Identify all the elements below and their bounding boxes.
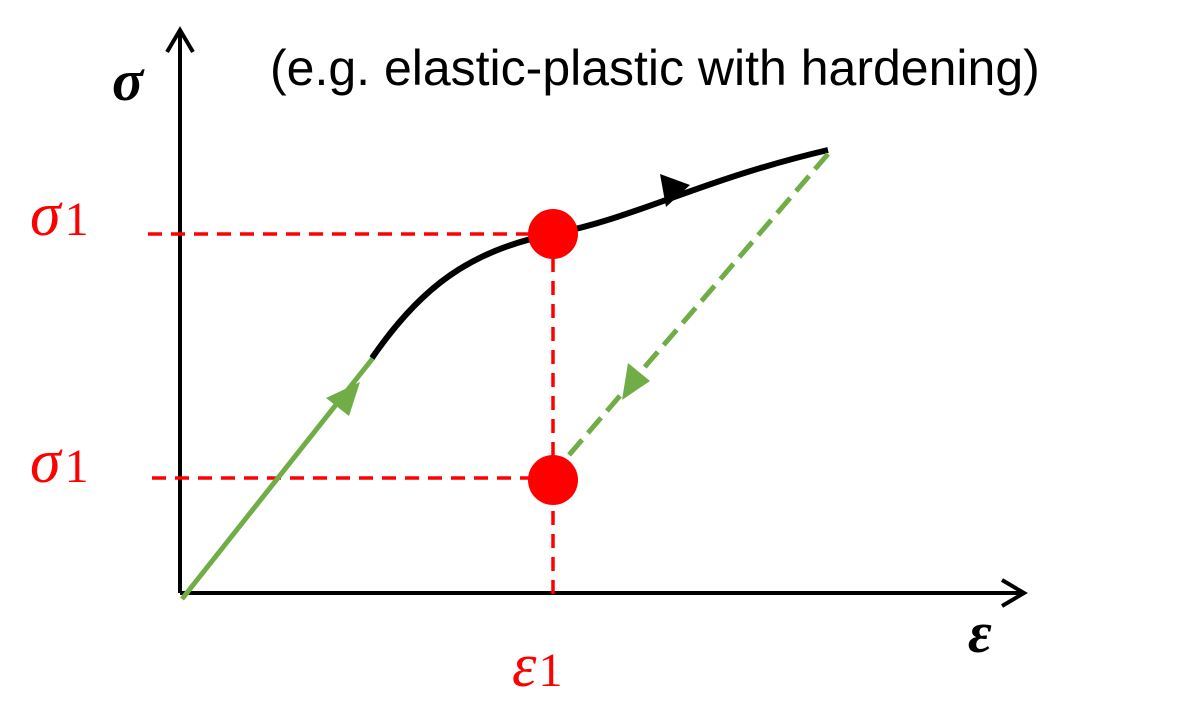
hardening-arrow-icon [660,174,690,207]
y-axis-label: σ [112,48,145,113]
sigma-upper-label: σ1 [30,181,89,249]
state-point-lower [528,455,578,505]
loading-arrow-icon [326,382,360,416]
epsilon-symbol: ε [512,632,537,700]
sigma-upper-symbol: σ [30,181,63,249]
plastic-hardening-curve [369,147,829,360]
x-axis-arrowhead [1000,578,1028,608]
y-axis-arrowhead [165,26,195,54]
x-axis-label: ε [968,600,992,665]
epsilon-subscript: 1 [538,644,562,697]
sigma-upper-subscript: 1 [65,193,89,246]
unloading-arrow-icon [622,363,650,400]
sigma-lower-label: σ1 [30,428,89,496]
diagram-title: (e.g. elastic-plastic with hardening) [270,40,1040,96]
sigma-lower-subscript: 1 [65,440,89,493]
unloading-line [561,152,830,464]
epsilon-label: ε1 [512,632,562,700]
state-point-upper [528,209,578,259]
sigma-lower-symbol: σ [30,428,63,496]
